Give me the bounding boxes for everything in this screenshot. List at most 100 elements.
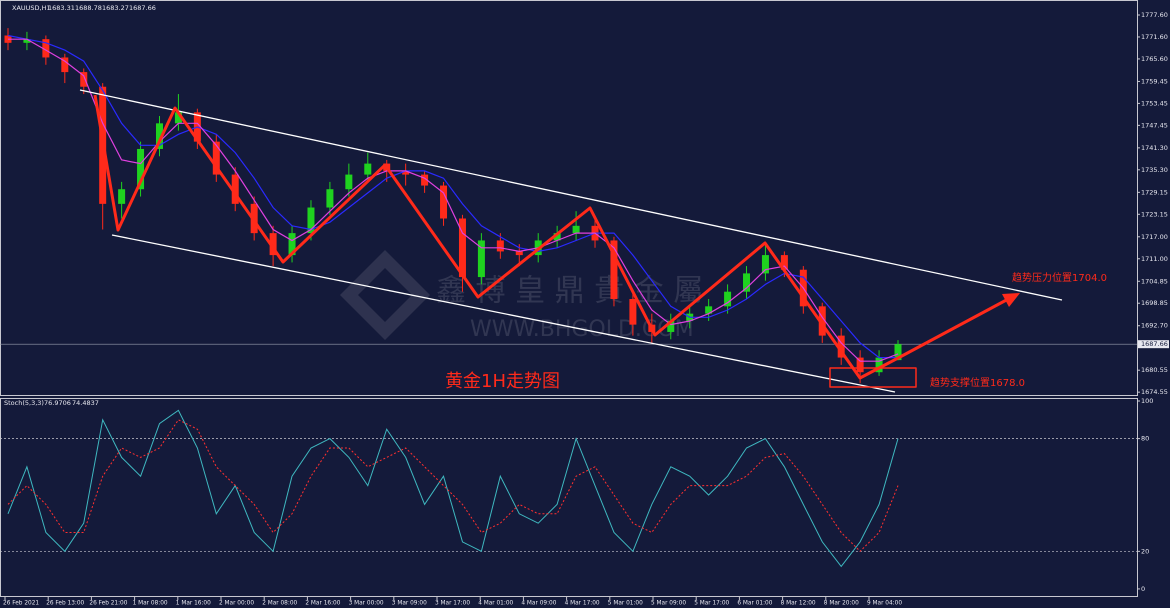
watermark-logo — [340, 250, 430, 340]
candle-body — [743, 273, 751, 292]
header-value: 1683.31 — [48, 4, 75, 12]
candle-body — [231, 174, 239, 204]
y-tick-label: 1704.85 — [1141, 277, 1168, 285]
header-value: 1688.78 — [75, 4, 102, 12]
x-tick-label: 6 Mar 01:00 — [737, 601, 772, 607]
y-tick-label: 1674.55 — [1141, 388, 1168, 396]
y-tick-label: 20 — [1141, 547, 1149, 555]
candle-body — [345, 174, 353, 190]
y-tick-label: 1723.15 — [1141, 210, 1168, 218]
y-tick-label: 100 — [1141, 397, 1153, 405]
candle-body — [80, 72, 88, 87]
y-tick-label: 1711.00 — [1141, 255, 1168, 263]
candle-body — [212, 141, 220, 175]
support-label: 趋势支撑位置1678.0 — [930, 376, 1025, 389]
y-tick-label: 1729.15 — [1141, 188, 1168, 196]
x-tick-label: 2 Mar 16:00 — [305, 601, 340, 607]
y-tick-label: 1771.60 — [1141, 33, 1168, 41]
candle-body — [572, 225, 580, 234]
x-tick-label: 2 Mar 08:00 — [262, 601, 297, 607]
stoch-line — [7, 409, 899, 568]
candle-body — [61, 57, 69, 73]
x-tick-label: 1 Mar 08:00 — [133, 601, 168, 607]
last-price-box — [1138, 340, 1169, 349]
x-tick-label: 1 Mar 16:00 — [176, 601, 211, 607]
x-tick-label: 5 Mar 09:00 — [651, 601, 686, 607]
stoch-panel-frame — [0, 398, 1138, 597]
candle-body — [477, 240, 485, 278]
x-tick-label: 4 Mar 01:00 — [478, 601, 513, 607]
header-value: 1687.66 — [129, 4, 156, 12]
candle-body — [402, 170, 410, 175]
channel-upper — [79, 89, 1063, 301]
x-tick-label: 26 Feb 2021 — [3, 601, 39, 607]
channel-lower — [111, 234, 896, 393]
candle-body — [496, 240, 504, 252]
y-tick-label: 0 — [1141, 585, 1145, 593]
y-tick-label: 1717.00 — [1141, 233, 1168, 241]
candle-body — [269, 233, 277, 256]
candle-body — [307, 207, 315, 234]
candle-body — [174, 112, 182, 124]
x-tick-label: 3 Mar 00:00 — [349, 601, 384, 607]
watermark-logo-inner — [358, 268, 412, 322]
x-tick-label: 2 Mar 00:00 — [219, 601, 254, 607]
x-tick-label: 5 Mar 17:00 — [694, 601, 729, 607]
candle-body — [610, 240, 618, 300]
x-tick-label: 3 Mar 09:00 — [392, 601, 427, 607]
symbol: XAUUSD,H1 — [12, 4, 51, 12]
candle-body — [326, 189, 334, 208]
y-tick-label: 1765.60 — [1141, 55, 1168, 63]
y-tick-label: 80 — [1141, 435, 1149, 443]
y-tick-label: 1747.45 — [1141, 121, 1168, 129]
x-tick-label: 26 Feb 13:00 — [46, 601, 84, 607]
x-tick-label: 26 Feb 21:00 — [89, 601, 127, 607]
candle-body — [364, 163, 372, 175]
candle-body — [118, 189, 126, 204]
candle-body — [629, 299, 637, 325]
candle-body — [724, 291, 732, 307]
header-value: 1683.27 — [102, 4, 129, 12]
x-tick-label: 4 Mar 17:00 — [565, 601, 600, 607]
zigzag — [93, 94, 1013, 380]
candle-body — [155, 123, 163, 149]
x-tick-label: 9 Mar 04:00 — [867, 601, 902, 607]
resistance-label: 趋势压力位置1704.0 — [1012, 271, 1107, 284]
x-tick-label: 8 Mar 20:00 — [824, 601, 859, 607]
arrow-head — [1002, 293, 1020, 307]
price-panel-frame — [0, 0, 1138, 396]
stoch-title: Stoch(5,3,3) — [4, 399, 44, 407]
trend-arrows — [93, 94, 1020, 388]
chart-annotation-title: 黄金1H走势图 — [445, 371, 560, 392]
candle-body — [875, 357, 883, 373]
candle-body — [667, 320, 675, 332]
y-tick-label: 1735.30 — [1141, 166, 1168, 174]
last-price-label: 1687.66 — [1141, 340, 1168, 348]
x-tick-label: 8 Mar 12:00 — [781, 601, 816, 607]
candle-body — [515, 251, 523, 256]
candle-body — [42, 39, 50, 58]
candle-body — [856, 357, 864, 373]
x-tick-label: 4 Mar 09:00 — [521, 601, 556, 607]
candle-body — [440, 185, 448, 219]
x-tick-label: 5 Mar 01:00 — [608, 601, 643, 607]
support-box — [829, 367, 917, 388]
channel — [79, 89, 1063, 393]
y-tick-label: 1680.55 — [1141, 366, 1168, 374]
candle-body — [288, 233, 296, 256]
stoch-header-value: 74.4837 — [72, 399, 99, 407]
y-tick-label: 1777.60 — [1141, 11, 1168, 19]
candle-body — [553, 233, 561, 241]
candle-body — [137, 148, 145, 190]
candle-body — [705, 306, 713, 314]
candle-body — [780, 255, 788, 270]
candle-body — [23, 39, 31, 43]
candle-body — [421, 174, 429, 186]
candle-body — [818, 306, 826, 336]
y-tick-label: 1698.85 — [1141, 299, 1168, 307]
watermark-name: 鑫 博 皇 鼎 貴 金 屬 — [436, 274, 703, 309]
y-tick-label: 1692.70 — [1141, 322, 1168, 330]
